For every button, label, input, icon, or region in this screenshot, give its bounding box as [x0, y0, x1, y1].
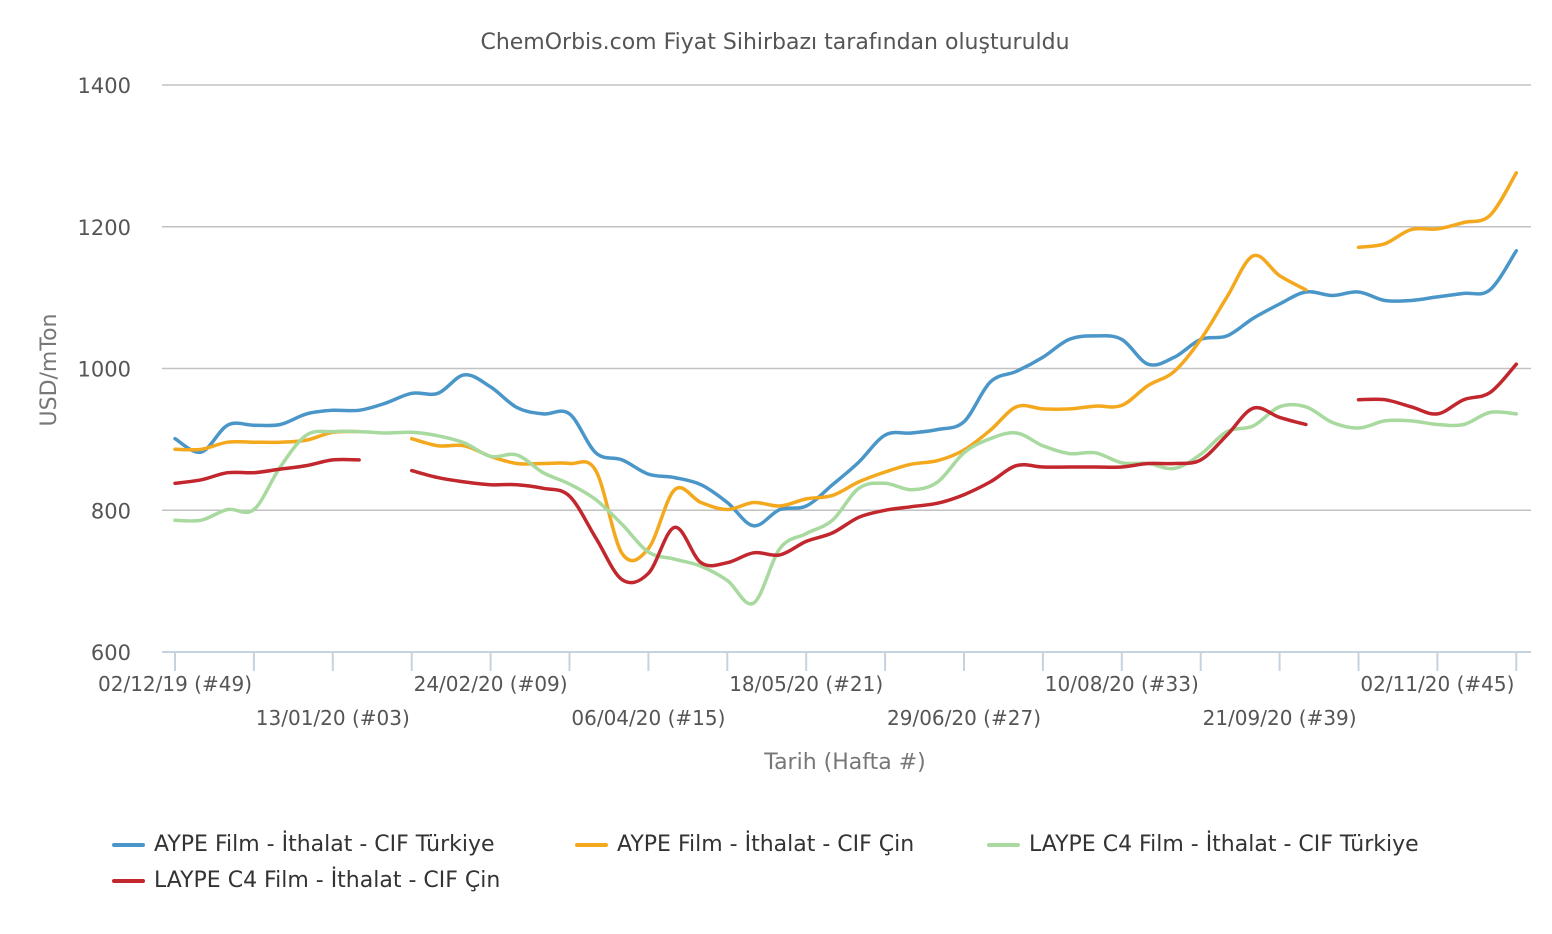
- x-tick-label: 06/04/20 (#15): [571, 706, 725, 730]
- x-tick-label: 02/11/20 (#45): [1360, 672, 1514, 696]
- legend-swatch: [112, 878, 145, 883]
- x-tick-label: 18/05/20 (#21): [729, 672, 883, 696]
- chart-title: ChemOrbis.com Fiyat Sihirbazı tarafından…: [480, 30, 1069, 55]
- x-tick-label: 29/06/20 (#27): [887, 706, 1041, 730]
- legend-item[interactable]: AYPE Film - İthalat - CIF Çin: [575, 832, 914, 857]
- y-tick-label: 1000: [78, 358, 131, 382]
- x-axis-title: Tarih (Hafta #): [763, 750, 925, 775]
- legend-label: LAYPE C4 Film - İthalat - CIF Çin: [154, 868, 501, 893]
- y-tick-label: 800: [91, 499, 131, 523]
- y-tick-label: 600: [91, 641, 131, 665]
- series-line-1: [173, 249, 1519, 528]
- series-line-4: [173, 362, 1519, 585]
- gridlines: [162, 84, 1531, 511]
- y-axis-ticks: 600 800 1000 1200 1400: [78, 74, 131, 665]
- legend-item[interactable]: LAYPE C4 Film - İthalat - CIF Çin: [112, 868, 500, 893]
- legend-swatch: [112, 842, 145, 847]
- y-tick-label: 1400: [78, 74, 131, 98]
- series-lines: [173, 171, 1519, 606]
- legend-label: AYPE Film - İthalat - CIF Türkiye: [154, 832, 495, 857]
- legend-item[interactable]: AYPE Film - İthalat - CIF Türkiye: [112, 832, 495, 857]
- x-axis: 02/12/19 (#49)13/01/20 (#03)24/02/20 (#0…: [98, 651, 1531, 730]
- legend-label: LAYPE C4 Film - İthalat - CIF Türkiye: [1029, 832, 1419, 857]
- x-tick-label: 10/08/20 (#33): [1045, 672, 1199, 696]
- x-tick-label: 13/01/20 (#03): [256, 706, 410, 730]
- legend-item[interactable]: LAYPE C4 Film - İthalat - CIF Türkiye: [987, 832, 1419, 857]
- x-tick-label: 24/02/20 (#09): [414, 672, 568, 696]
- legend-swatch: [987, 842, 1020, 847]
- legend-label: AYPE Film - İthalat - CIF Çin: [617, 832, 915, 857]
- legend-swatch: [575, 842, 608, 847]
- series-line-3: [173, 402, 1519, 606]
- x-tick-label: 02/12/19 (#49): [98, 672, 252, 696]
- x-tick-label: 21/09/20 (#39): [1203, 706, 1357, 730]
- y-axis-title: USD/mTon: [37, 314, 62, 427]
- y-tick-label: 1200: [78, 216, 131, 240]
